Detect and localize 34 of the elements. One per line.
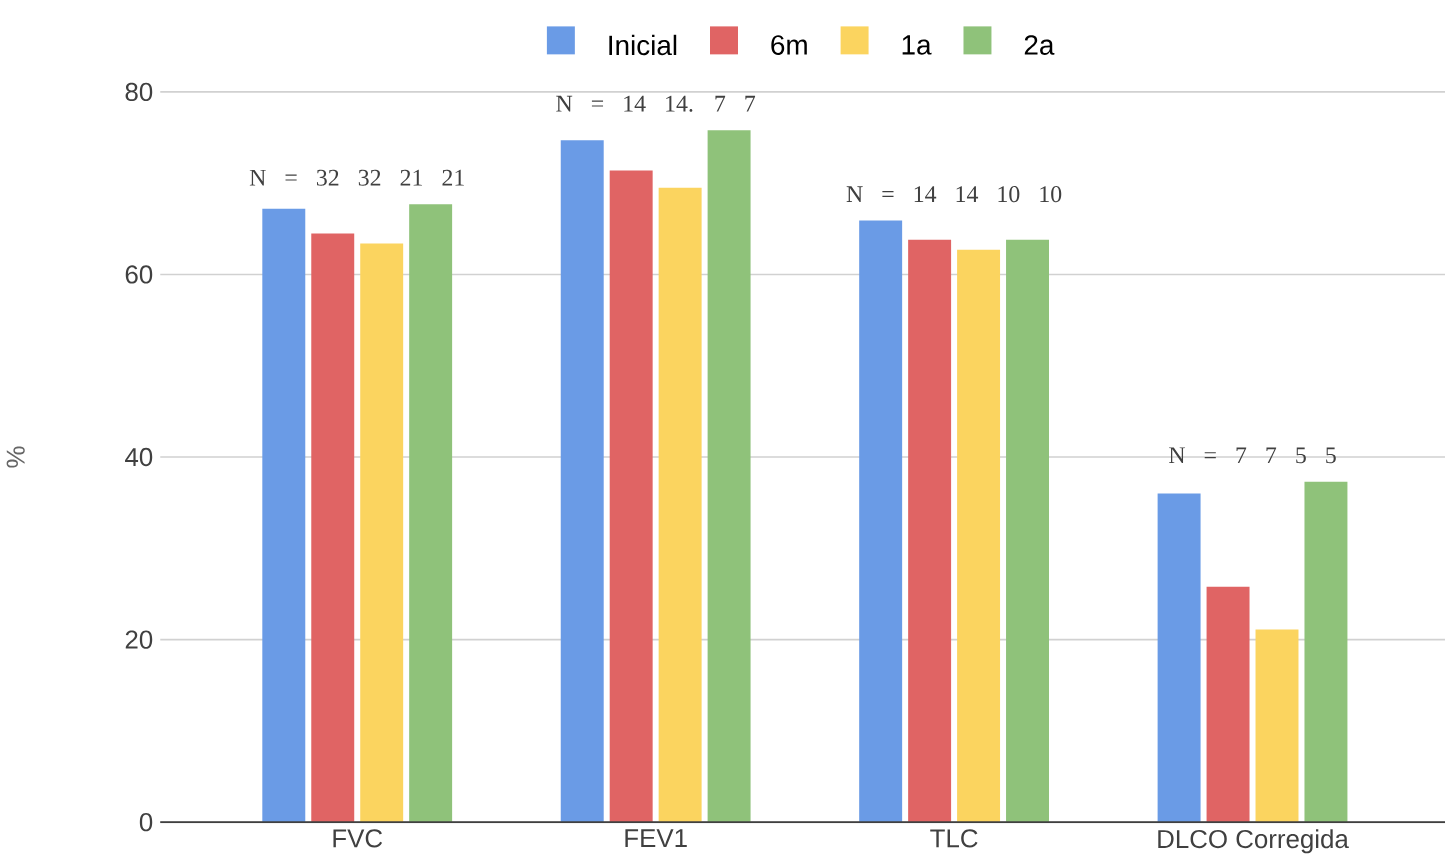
bar [360,243,404,823]
annotation: N = 7 7 5 5 [1169,447,1336,464]
bar [908,239,952,823]
x-tick-label: FVC [333,829,383,848]
x-tick-label: DLCO Corregida [1158,829,1349,854]
bar [409,204,453,823]
bar [262,208,306,823]
y-axis-title: % [6,446,25,468]
legend-label: 1a [902,35,932,55]
x-tick-label: TLC [930,829,978,848]
y-tick-label: 0 [139,812,153,832]
y-tick-label: 80 [125,82,153,101]
bar [957,249,1001,823]
bar [658,187,702,823]
y-tick-label: 60 [125,265,153,284]
bar [1006,239,1049,823]
bar [859,220,903,823]
y-tick-label: 20 [125,630,153,649]
bar [1304,481,1348,823]
bar [311,233,355,823]
annotation: N = 14 14 10 10 [846,186,1062,203]
bar [1255,629,1299,823]
legend-label: 2a [1024,35,1055,55]
annotation: N = 14 14. 7 7 [556,95,756,112]
bar [1157,493,1201,823]
bar [560,140,604,823]
legend-label: Inicial [609,34,677,56]
y-tick-label: 40 [125,447,153,467]
x-tick-label: FEV1 [625,829,687,847]
bar [1206,586,1250,823]
bar [609,170,653,823]
legend-label: 6m [771,35,807,55]
annotation: N = 32 32 21 21 [249,169,464,186]
bar [707,130,751,823]
